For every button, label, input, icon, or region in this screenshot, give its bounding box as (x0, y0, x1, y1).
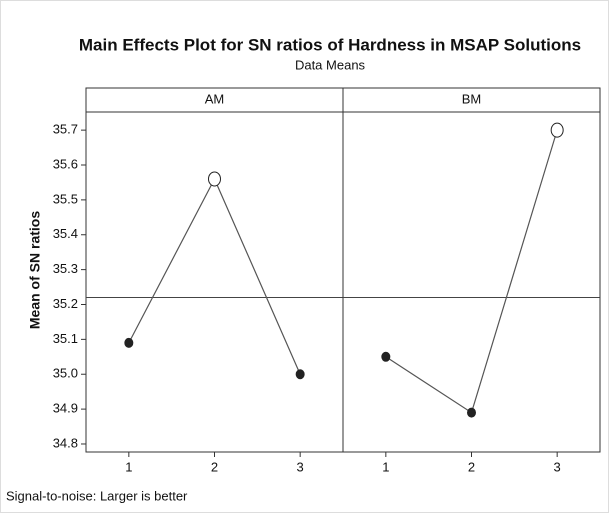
y-tick-label: 35.4 (53, 226, 78, 241)
y-tick-label: 35.5 (53, 191, 78, 206)
point (381, 351, 391, 362)
x-tick-label: 3 (554, 459, 561, 474)
x-tick-label: 2 (468, 459, 475, 474)
x-tick-label: 3 (297, 459, 304, 474)
point (467, 407, 476, 418)
y-tick-label: 35.1 (53, 331, 78, 346)
point (550, 122, 564, 138)
point (295, 369, 305, 380)
panel-label: BM (462, 91, 482, 106)
footnote: Signal-to-noise: Larger is better (6, 488, 188, 503)
chart-subtitle: Data Means (295, 57, 366, 72)
y-tick-label: 35.7 (53, 122, 78, 137)
chart-title: Main Effects Plot for SN ratios of Hardn… (79, 35, 581, 54)
y-tick-label: 35.3 (53, 261, 78, 276)
y-tick-label: 34.8 (53, 435, 78, 450)
y-tick-label: 35.6 (53, 156, 78, 171)
x-tick-label: 1 (125, 459, 132, 474)
y-tick-label: 34.9 (53, 401, 78, 416)
y-tick-label: 35.2 (53, 296, 78, 311)
y-tick-label: 35.0 (53, 366, 78, 381)
x-tick-label: 2 (211, 459, 218, 474)
point (124, 337, 134, 348)
point (208, 171, 221, 187)
y-axis-label: Mean of SN ratios (27, 211, 43, 329)
panel-label: AM (205, 91, 225, 106)
x-tick-label: 1 (382, 459, 389, 474)
